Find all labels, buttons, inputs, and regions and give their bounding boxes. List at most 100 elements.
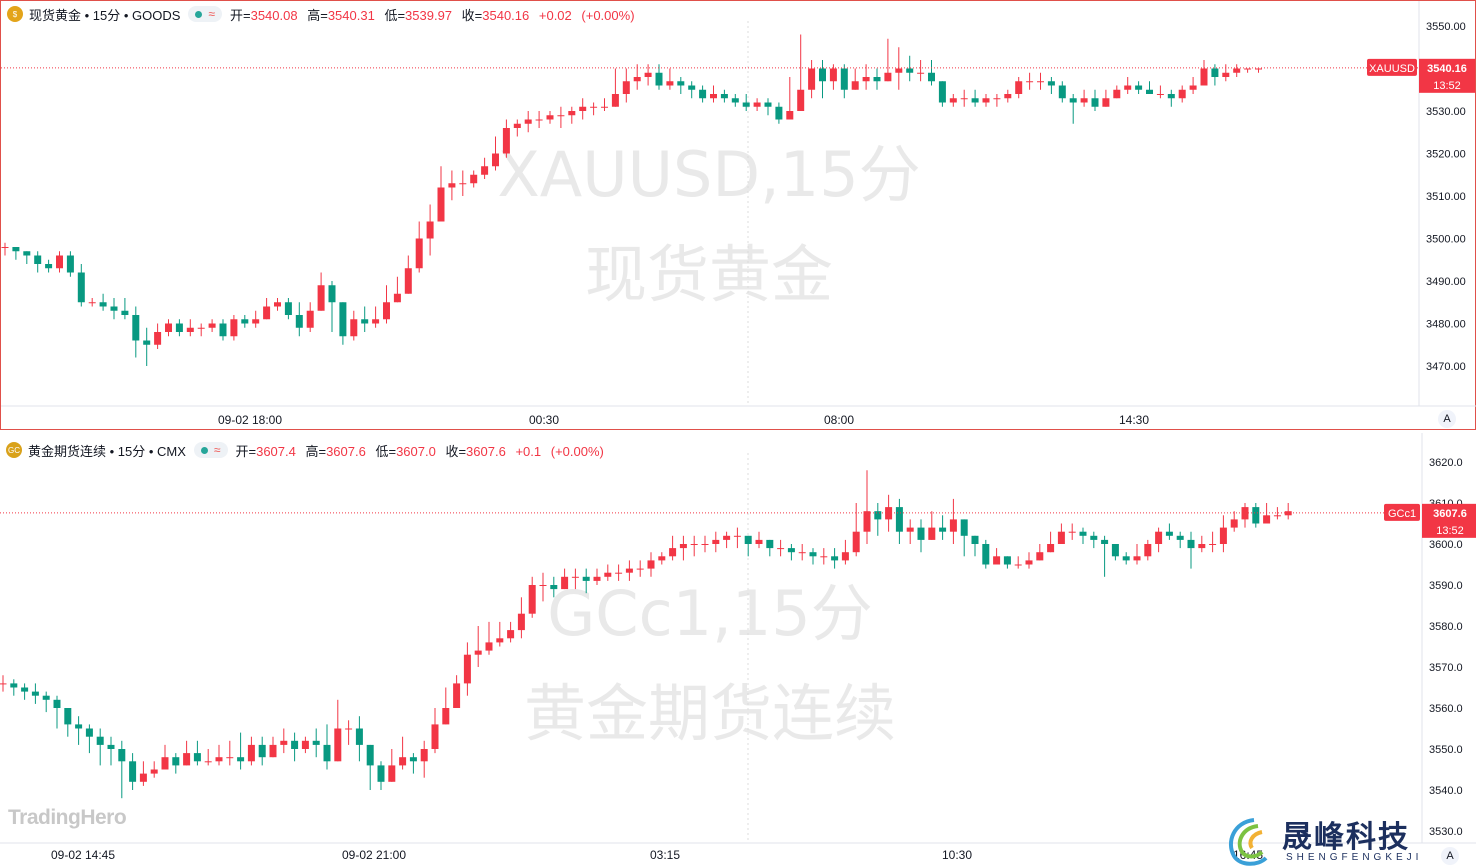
candle-body xyxy=(517,613,525,631)
candle xyxy=(1255,68,1262,73)
candle xyxy=(982,539,990,569)
candle-body xyxy=(1176,535,1184,540)
candle xyxy=(96,728,104,766)
candle xyxy=(280,728,288,754)
candle-body xyxy=(1025,560,1033,565)
candle-body xyxy=(1037,81,1044,83)
candle xyxy=(85,724,93,754)
candle xyxy=(399,736,407,770)
status-pill[interactable]: ≈ xyxy=(188,6,222,22)
candle-body xyxy=(874,511,882,520)
xauusd-legend: $ 现货黄金 • 15分 • GOODS ≈ 开=3540.08 高=3540.… xyxy=(7,4,641,24)
candle xyxy=(186,319,194,337)
candle xyxy=(884,38,892,82)
candle-body xyxy=(809,552,817,557)
candle-body xyxy=(615,572,623,574)
candle xyxy=(764,98,772,116)
candle xyxy=(0,675,7,692)
candle-body xyxy=(1144,544,1152,557)
candle-body xyxy=(415,238,423,269)
candle-body xyxy=(409,757,417,762)
candle xyxy=(1189,77,1197,94)
candle-body xyxy=(535,119,543,121)
candle xyxy=(1014,556,1022,569)
status-pill[interactable]: ≈ xyxy=(193,442,228,458)
candle-body xyxy=(1079,531,1087,536)
candle xyxy=(655,64,663,90)
candle xyxy=(99,293,107,311)
candle xyxy=(1047,531,1055,553)
candle-body xyxy=(1219,527,1227,544)
candle-body xyxy=(829,68,837,82)
y-tick-label: 3500.00 xyxy=(1426,234,1466,246)
candle xyxy=(666,68,674,90)
candle-body xyxy=(731,98,739,103)
candle-body xyxy=(840,68,848,90)
candle xyxy=(797,34,805,111)
candle-body xyxy=(546,115,554,120)
candle-body xyxy=(361,319,369,324)
candle xyxy=(442,687,450,725)
candle xyxy=(1155,527,1163,553)
candle-body xyxy=(831,556,839,561)
candle-body xyxy=(1284,511,1292,516)
high-label: 高= xyxy=(305,443,327,459)
candle-body xyxy=(237,757,245,762)
candle xyxy=(550,576,558,598)
candle-body xyxy=(118,749,126,762)
candle xyxy=(415,221,423,273)
candle xyxy=(1209,531,1217,553)
candle-body xyxy=(1,247,9,248)
xauusd-title[interactable]: 现货黄金 • 15分 • GOODS xyxy=(29,7,181,23)
candle-body xyxy=(611,94,619,107)
candle xyxy=(753,98,761,111)
candle xyxy=(960,89,968,107)
candle xyxy=(517,597,525,639)
x-tick-label: 00:30 xyxy=(529,413,559,427)
candle xyxy=(448,170,456,201)
candle-body xyxy=(666,81,674,86)
candle-body xyxy=(463,654,471,684)
candle xyxy=(906,55,914,82)
candle-body xyxy=(742,102,750,107)
candle xyxy=(323,724,331,770)
candle-body xyxy=(306,310,314,328)
candle-body xyxy=(1091,98,1099,107)
candle-body xyxy=(690,544,698,545)
candle-body xyxy=(393,293,401,303)
gcc1-title[interactable]: 黄金期货连续 • 15分 • CMX xyxy=(28,443,186,459)
candle xyxy=(895,498,903,544)
candle-body xyxy=(622,81,630,94)
candle-body xyxy=(1122,556,1130,561)
gcc1-legend: GC 黄金期货连续 • 15分 • CMX ≈ 开=3607.4 高=3607.… xyxy=(6,440,610,460)
symbol-tag-bg xyxy=(1384,503,1420,521)
candle xyxy=(755,531,763,549)
candle-body xyxy=(604,572,612,577)
symbol-tag: XAUUSD xyxy=(1369,63,1415,75)
candle-body xyxy=(31,691,39,696)
candle xyxy=(636,560,644,577)
candle-body xyxy=(366,744,374,766)
gcc1-chart-panel[interactable]: GCc1,15分 黄金期货连续 3530.0 3540.0 3550.0 3560.0 35… xyxy=(0,433,1476,866)
candle-body xyxy=(431,724,439,749)
candle xyxy=(334,699,342,762)
candle xyxy=(1037,72,1044,90)
candle xyxy=(1273,507,1281,520)
candle-body xyxy=(172,757,180,766)
candle-body xyxy=(496,638,504,643)
candle-body xyxy=(1090,535,1098,540)
candle xyxy=(1113,85,1121,99)
candle xyxy=(1091,89,1099,111)
xauusd-chart-panel[interactable]: XAUUSD,15分 现货黄金 3470.00 3480.00 3490.00 3500.… xyxy=(0,0,1476,430)
candle-body xyxy=(328,285,336,303)
auto-scale-button[interactable]: A xyxy=(1441,847,1459,865)
gcc1-ohlc: 开=3607.4 高=3607.6 低=3607.0 收=3607.6 +0.1… xyxy=(236,441,610,460)
auto-scale-button[interactable]: A xyxy=(1438,410,1456,428)
candle xyxy=(557,106,565,128)
candle-body xyxy=(1004,94,1012,99)
logo-swirl-icon xyxy=(1228,818,1268,866)
x-tick-label: 09-02 21:00 xyxy=(342,848,406,862)
candle-body xyxy=(720,94,728,99)
